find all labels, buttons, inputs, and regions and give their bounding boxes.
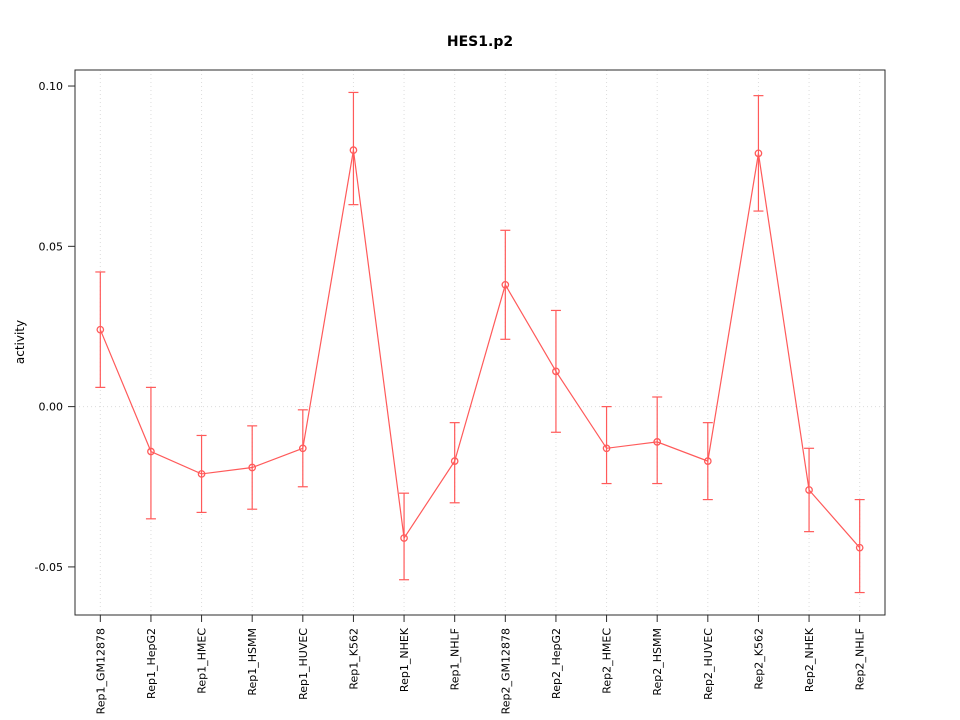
- x-tick-label: Rep1_HUVEC: [297, 628, 310, 700]
- x-tick-label: Rep1_HSMM: [246, 628, 259, 696]
- y-tick-label: 0.05: [39, 240, 64, 253]
- data-point: [349, 146, 358, 154]
- data-point: [552, 367, 560, 376]
- data-point: [147, 447, 155, 456]
- x-axis-ticks: Rep1_GM12878 Rep1_HepG2 Rep1_HMEC Rep1_HSMM…: [94, 615, 867, 714]
- x-tick-label: Rep1_NHEK: [398, 627, 411, 692]
- data-point: [400, 534, 408, 542]
- y-tick-label: 0.00: [39, 401, 64, 414]
- x-tick-label: Rep2_HepG2: [550, 628, 563, 699]
- x-tick-label: Rep2_NHEK: [803, 627, 816, 692]
- data-point: [248, 463, 257, 472]
- series-line: [99, 150, 861, 549]
- y-tick-label: 0.10: [39, 80, 64, 93]
- x-tick-label: Rep2_GM12878: [499, 628, 512, 714]
- data-points: [96, 146, 864, 552]
- y-axis-label: activity: [13, 320, 27, 364]
- x-tick-label: Rep2_HUVEC: [702, 628, 715, 700]
- x-tick-label: Rep2_NHLF: [854, 628, 867, 690]
- chart-title: HES1.p2: [447, 34, 513, 50]
- x-tick-label: Rep2_HSMM: [651, 628, 664, 696]
- data-point: [197, 470, 206, 478]
- data-point: [754, 149, 763, 158]
- data-point: [450, 457, 459, 465]
- data-point: [703, 457, 712, 465]
- data-point: [653, 438, 662, 446]
- y-axis-ticks: -0.05 0.00 0.05 0.10: [35, 80, 75, 574]
- data-point: [298, 444, 307, 453]
- data-point: [805, 486, 813, 494]
- x-tick-label: Rep1_K562: [347, 628, 360, 690]
- error-bars: [95, 91, 865, 594]
- data-point: [602, 444, 611, 453]
- data-point: [96, 325, 105, 334]
- x-tick-label: Rep1_GM12878: [94, 628, 107, 714]
- x-tick-label: Rep2_HMEC: [601, 628, 614, 694]
- series-polyline: [99, 150, 861, 549]
- x-tick-label: Rep1_NHLF: [449, 628, 462, 690]
- x-tick-label: Rep2_K562: [752, 628, 765, 690]
- data-point: [855, 543, 864, 552]
- data-point: [501, 280, 510, 289]
- y-tick-label: -0.05: [35, 561, 63, 574]
- x-tick-label: Rep1_HMEC: [196, 628, 209, 694]
- x-tick-label: Rep1_HepG2: [145, 628, 158, 699]
- gridlines: [75, 70, 885, 615]
- plot-border: [74, 69, 886, 616]
